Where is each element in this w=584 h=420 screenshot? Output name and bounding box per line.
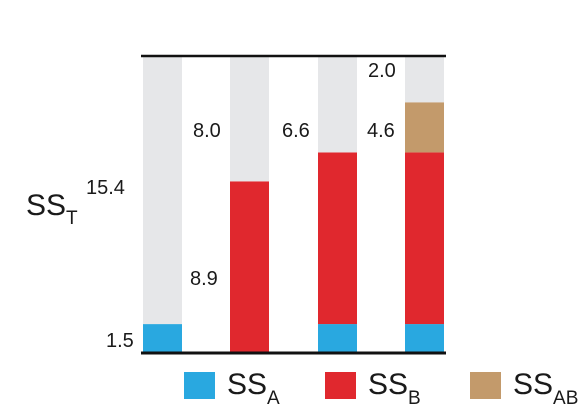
annotation-a: 1.5 xyxy=(106,330,134,352)
bar-4-segment-rest xyxy=(405,56,444,103)
annotation-r5: 2.0 xyxy=(368,60,396,82)
bar-1-segment-A xyxy=(143,324,182,353)
bar-3-segment-A xyxy=(318,324,357,353)
legend-label-main: SS xyxy=(227,368,267,401)
bar-3-segment-B xyxy=(318,152,357,325)
legend-label-AB: SSAB xyxy=(513,368,578,409)
legend-label-sub: B xyxy=(408,388,421,409)
annotation-r3: 6.6 xyxy=(282,120,310,142)
legend: SSA SSB SSAB xyxy=(184,368,578,409)
annotation-r4: 4.6 xyxy=(367,120,395,142)
annotation-b: 8.9 xyxy=(190,268,218,290)
legend-label-A: SSA xyxy=(227,368,280,409)
y-axis-label-sub: T xyxy=(66,208,78,229)
legend-swatch-B xyxy=(325,372,356,399)
legend-label-main: SS xyxy=(513,368,553,401)
legend-label-main: SS xyxy=(368,368,408,401)
bar-1-segment-rest xyxy=(143,56,182,325)
legend-swatch-A xyxy=(184,372,215,399)
legend-label-sub: AB xyxy=(553,388,578,409)
legend-label-sub: A xyxy=(267,388,280,409)
bar-3-segment-rest xyxy=(318,56,357,153)
bar-2-segment-B xyxy=(230,181,269,353)
annotations-group: 15.4 1.5 8.9 8.0 6.6 4.6 2.0 xyxy=(86,60,396,352)
bars-group xyxy=(143,56,444,353)
annotation-total: 15.4 xyxy=(86,177,125,199)
annotation-r2: 8.0 xyxy=(193,120,221,142)
bar-2-segment-rest xyxy=(230,56,269,182)
legend-swatch-AB xyxy=(470,372,501,399)
y-axis-label-main: SS xyxy=(26,189,66,222)
bar-4-segment-AB xyxy=(405,102,444,153)
bar-4-segment-A xyxy=(405,324,444,353)
legend-label-B: SSB xyxy=(368,368,421,409)
y-axis-label: SST xyxy=(26,189,78,229)
bar-4-segment-B xyxy=(405,152,444,325)
